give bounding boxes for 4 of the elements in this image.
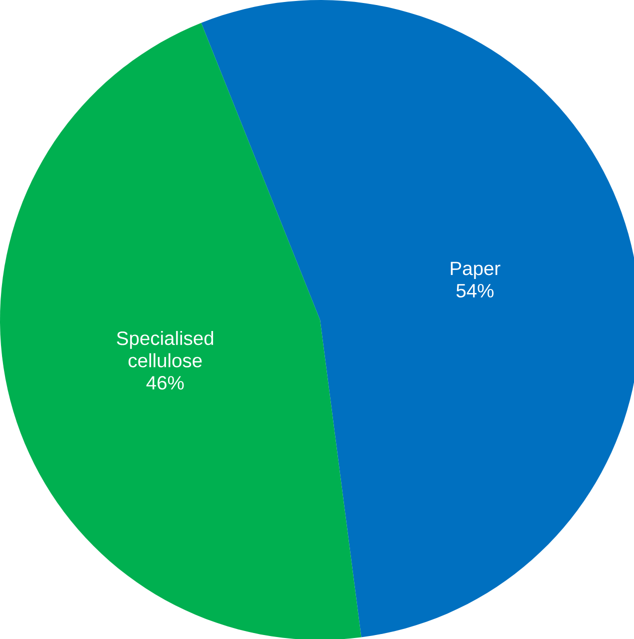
data-label: 46% — [146, 376, 184, 390]
slice-label: Specialised cellulose — [116, 330, 214, 368]
slice-label: Paper — [450, 262, 500, 280]
data-label: 54% — [456, 284, 494, 298]
